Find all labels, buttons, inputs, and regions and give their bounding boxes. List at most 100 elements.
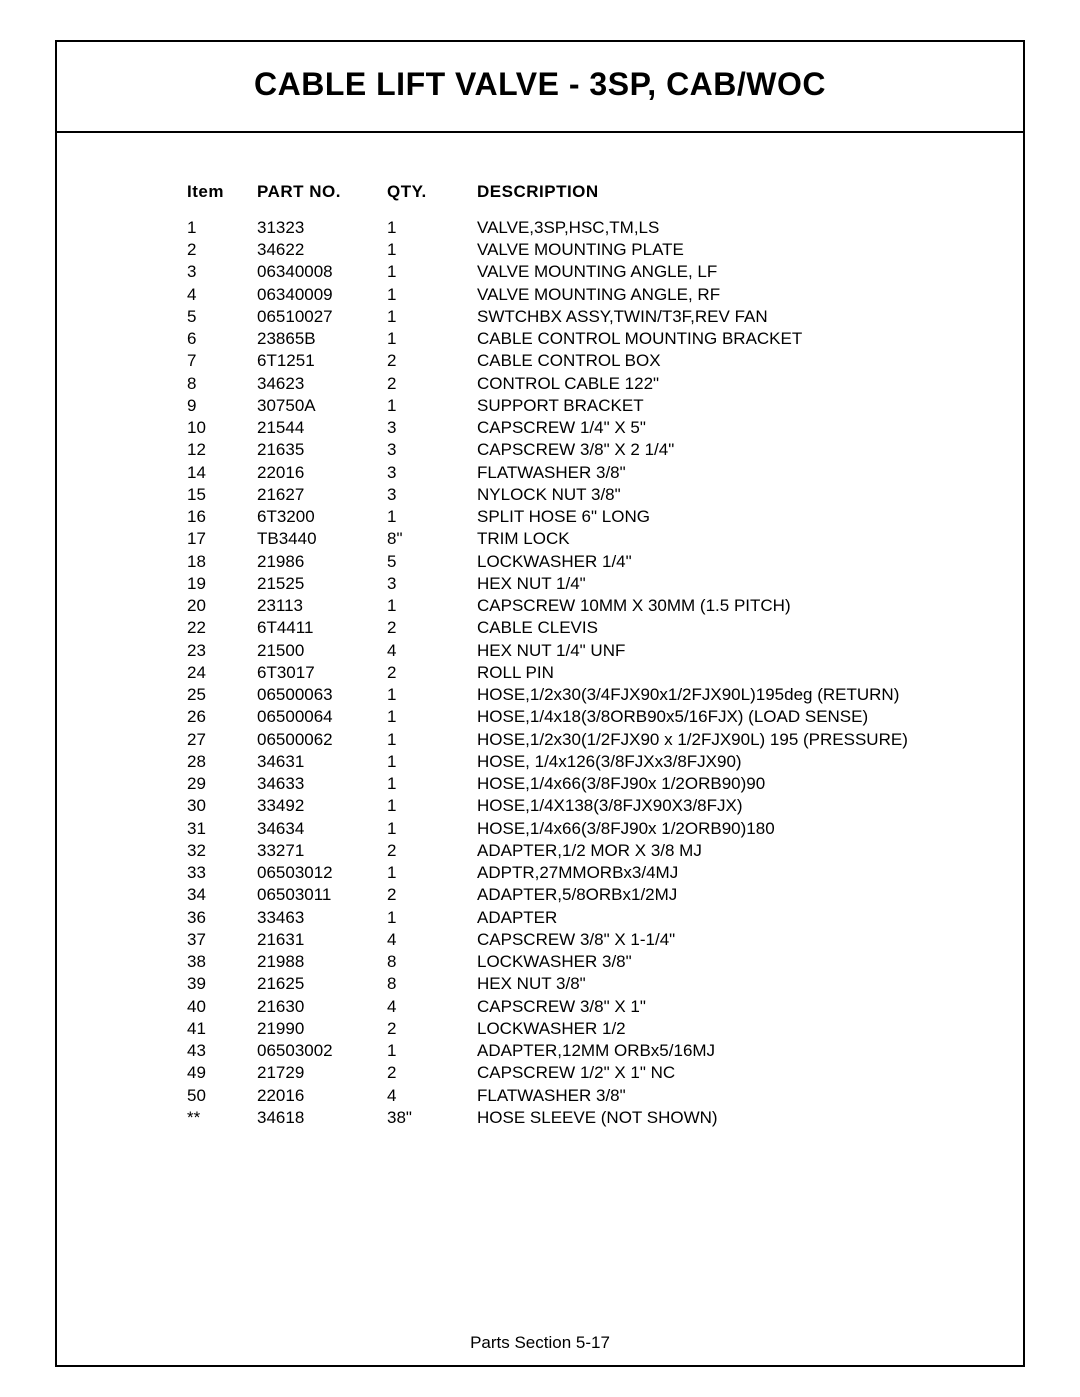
table-row: 40216304CAPSCREW 3/8" X 1" [187, 995, 1003, 1017]
cell-part: 21627 [257, 483, 387, 505]
table-row: 246T30172ROLL PIN [187, 661, 1003, 683]
cell-part: 34633 [257, 773, 387, 795]
cell-qty: 8" [387, 528, 477, 550]
cell-desc: HOSE,1/4x66(3/8FJ90x 1/2ORB90)180 [477, 817, 1003, 839]
table-row: 18219865LOCKWASHER 1/4" [187, 550, 1003, 572]
cell-desc: VALVE MOUNTING PLATE [477, 239, 1003, 261]
cell-part: 33463 [257, 906, 387, 928]
cell-qty: 1 [387, 750, 477, 772]
cell-part: 06503012 [257, 862, 387, 884]
cell-desc: HOSE, 1/4x126(3/8FJXx3/8FJX90) [477, 750, 1003, 772]
cell-qty: 3 [387, 417, 477, 439]
cell-qty: 4 [387, 639, 477, 661]
cell-item: 7 [187, 350, 257, 372]
cell-qty: 3 [387, 483, 477, 505]
cell-desc: VALVE,3SP,HSC,TM,LS [477, 216, 1003, 238]
cell-item: 5 [187, 305, 257, 327]
table-row: 50220164FLATWASHER 3/8" [187, 1084, 1003, 1106]
cell-part: 21630 [257, 995, 387, 1017]
cell-qty: 1 [387, 795, 477, 817]
cell-item: 29 [187, 773, 257, 795]
cell-part: 21500 [257, 639, 387, 661]
table-row: 3063400081VALVE MOUNTING ANGLE, LF [187, 261, 1003, 283]
cell-item: 1 [187, 216, 257, 238]
page-footer: Parts Section 5-17 [57, 1333, 1023, 1353]
cell-part: 06510027 [257, 305, 387, 327]
cell-desc: ADAPTER,12MM ORBx5/16MJ [477, 1040, 1003, 1062]
cell-qty: 3 [387, 572, 477, 594]
cell-part: 21525 [257, 572, 387, 594]
cell-item: 26 [187, 706, 257, 728]
table-row: 4063400091VALVE MOUNTING ANGLE, RF [187, 283, 1003, 305]
cell-item: 9 [187, 394, 257, 416]
cell-desc: HOSE,1/4X138(3/8FJX90X3/8FJX) [477, 795, 1003, 817]
cell-desc: CAPSCREW 3/8" X 1" [477, 995, 1003, 1017]
cell-desc: CABLE CONTROL MOUNTING BRACKET [477, 328, 1003, 350]
cell-item: 20 [187, 595, 257, 617]
cell-desc: HEX NUT 3/8" [477, 973, 1003, 995]
cell-qty: 1 [387, 773, 477, 795]
cell-item: 36 [187, 906, 257, 928]
cell-qty: 1 [387, 283, 477, 305]
page-title: CABLE LIFT VALVE - 3SP, CAB/WOC [254, 66, 826, 102]
cell-item: 34 [187, 884, 257, 906]
cell-qty: 1 [387, 394, 477, 416]
cell-desc: SPLIT HOSE 6" LONG [477, 506, 1003, 528]
cell-item: 3 [187, 261, 257, 283]
cell-part: 33492 [257, 795, 387, 817]
cell-part: 06500063 [257, 684, 387, 706]
cell-item: 49 [187, 1062, 257, 1084]
col-header-desc: DESCRIPTION [477, 181, 1003, 216]
title-box: CABLE LIFT VALVE - 3SP, CAB/WOC [57, 42, 1023, 133]
cell-qty: 1 [387, 261, 477, 283]
cell-qty: 1 [387, 684, 477, 706]
cell-qty: 1 [387, 595, 477, 617]
page-frame: CABLE LIFT VALVE - 3SP, CAB/WOC Item PAR… [55, 40, 1025, 1367]
cell-desc: HOSE,1/2x30(1/2FJX90 x 1/2FJX90L) 195 (P… [477, 728, 1003, 750]
cell-item: 40 [187, 995, 257, 1017]
cell-qty: 2 [387, 1017, 477, 1039]
cell-item: 22 [187, 617, 257, 639]
cell-part: 6T4411 [257, 617, 387, 639]
cell-part: 34622 [257, 239, 387, 261]
cell-part: 6T3200 [257, 506, 387, 528]
cell-desc: HOSE,1/4x66(3/8FJ90x 1/2ORB90)90 [477, 773, 1003, 795]
cell-part: 30750A [257, 394, 387, 416]
table-row: 32332712ADAPTER,1/2 MOR X 3/8 MJ [187, 839, 1003, 861]
cell-item: 18 [187, 550, 257, 572]
table-row: 10215443CAPSCREW 1/4" X 5" [187, 417, 1003, 439]
cell-item: 23 [187, 639, 257, 661]
table-row: 20231131CAPSCREW 10MM X 30MM (1.5 PITCH) [187, 595, 1003, 617]
table-row: 1313231VALVE,3SP,HSC,TM,LS [187, 216, 1003, 238]
table-row: 43065030021ADAPTER,12MM ORBx5/16MJ [187, 1040, 1003, 1062]
cell-part: 21729 [257, 1062, 387, 1084]
cell-part: TB3440 [257, 528, 387, 550]
cell-qty: 2 [387, 372, 477, 394]
table-row: 33065030121ADPTR,27MMORBx3/4MJ [187, 862, 1003, 884]
cell-part: 6T3017 [257, 661, 387, 683]
cell-item: 32 [187, 839, 257, 861]
cell-desc: NYLOCK NUT 3/8" [477, 483, 1003, 505]
cell-part: 21990 [257, 1017, 387, 1039]
cell-item: 25 [187, 684, 257, 706]
cell-part: 23113 [257, 595, 387, 617]
parts-table: Item PART NO. QTY. DESCRIPTION 1313231VA… [187, 181, 1003, 1129]
cell-item: 8 [187, 372, 257, 394]
cell-item: 24 [187, 661, 257, 683]
table-row: 26065000641HOSE,1/4x18(3/8ORB90x5/16FJX)… [187, 706, 1003, 728]
cell-item: 10 [187, 417, 257, 439]
cell-qty: 4 [387, 1084, 477, 1106]
cell-desc: SWTCHBX ASSY,TWIN/T3F,REV FAN [477, 305, 1003, 327]
cell-qty: 4 [387, 995, 477, 1017]
cell-desc: CABLE CONTROL BOX [477, 350, 1003, 372]
col-header-item: Item [187, 181, 257, 216]
cell-item: 39 [187, 973, 257, 995]
cell-item: 2 [187, 239, 257, 261]
cell-desc: HEX NUT 1/4" [477, 572, 1003, 594]
cell-part: 21988 [257, 951, 387, 973]
table-row: 17TB34408"TRIM LOCK [187, 528, 1003, 550]
table-row: 15216273NYLOCK NUT 3/8" [187, 483, 1003, 505]
cell-qty: 1 [387, 216, 477, 238]
cell-desc: HOSE,1/4x18(3/8ORB90x5/16FJX) (LOAD SENS… [477, 706, 1003, 728]
cell-desc: HOSE,1/2x30(3/4FJX90x1/2FJX90L)195deg (R… [477, 684, 1003, 706]
